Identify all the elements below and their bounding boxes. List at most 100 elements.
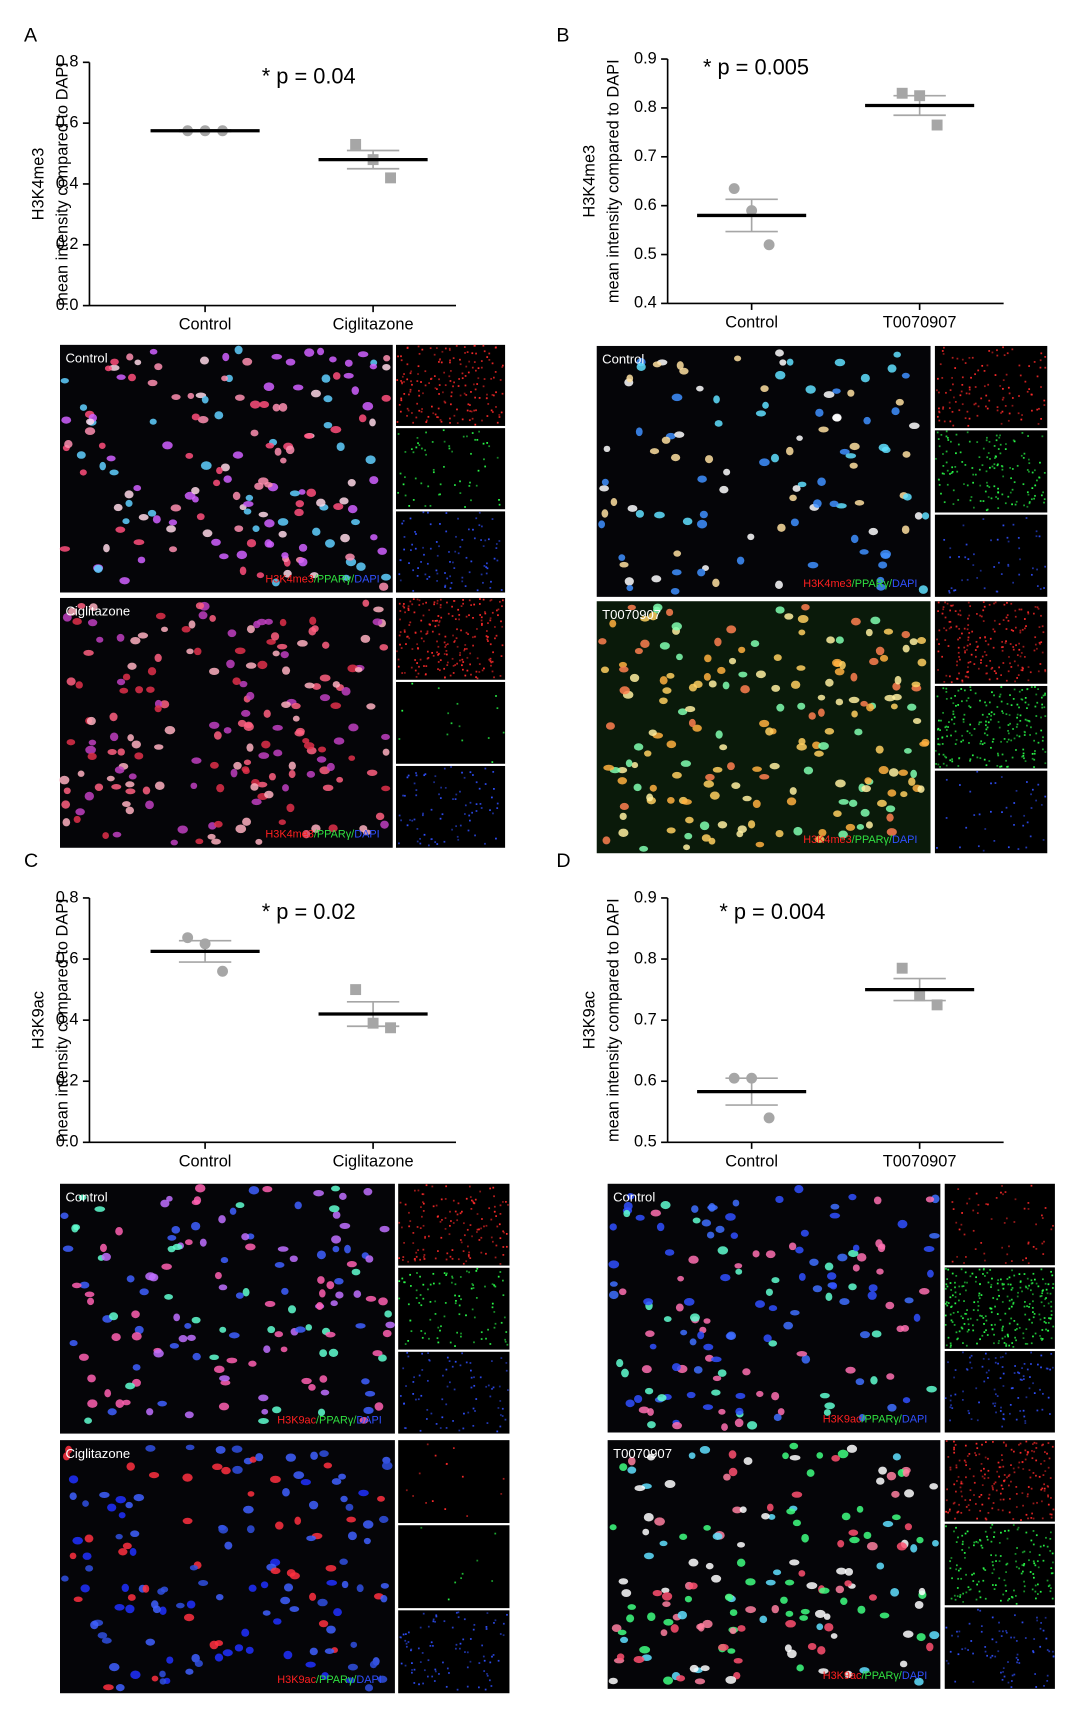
channel-dot	[993, 619, 996, 622]
channel-dot	[1006, 741, 1009, 743]
channel-dot	[404, 1343, 407, 1345]
channel-dot	[455, 1299, 457, 1302]
nucleus	[185, 1444, 195, 1451]
channel-dot	[412, 589, 415, 592]
nucleus	[649, 448, 660, 455]
channel-dot	[460, 1577, 462, 1580]
channel-dot	[947, 726, 950, 728]
channel-dot	[985, 720, 987, 723]
channel-dot	[420, 637, 423, 640]
nucleus	[835, 503, 847, 509]
nucleus	[708, 680, 717, 688]
channel-dot	[455, 637, 458, 640]
channel-dot	[424, 1237, 426, 1239]
channel-dot	[951, 1305, 953, 1308]
channel-dot	[417, 1189, 420, 1192]
channel-dot	[958, 1228, 961, 1231]
channel-dot	[491, 611, 494, 614]
channel-dot	[1002, 1667, 1005, 1670]
channel-dot	[954, 1369, 957, 1371]
channel-dot	[1017, 536, 1020, 539]
channel-dot	[398, 634, 401, 637]
channel-dot	[996, 1395, 999, 1397]
channel-dot	[397, 665, 400, 668]
nucleus	[191, 1199, 201, 1206]
channel-dot	[435, 569, 438, 572]
channel-dot	[456, 662, 459, 665]
channel-dot	[489, 809, 491, 812]
nucleus	[382, 748, 390, 756]
channel-dot	[436, 640, 438, 643]
panel-letter: A	[24, 24, 38, 46]
channel-dot	[401, 382, 403, 385]
channel-dot	[1001, 410, 1004, 413]
channel-dot	[472, 1200, 474, 1203]
channel-dot	[1020, 1572, 1023, 1575]
channel-dot	[969, 643, 972, 646]
channel-dot	[963, 1262, 965, 1264]
nucleus	[319, 694, 331, 702]
channel-dot	[980, 1242, 983, 1244]
channel-dot	[1037, 423, 1040, 425]
nucleus	[149, 348, 158, 355]
nucleus	[363, 1406, 374, 1414]
channel-dot	[989, 1526, 992, 1529]
channel-dot	[419, 1258, 422, 1261]
micrograph-label: Control	[602, 352, 644, 367]
channel-dot	[403, 548, 406, 551]
nucleus	[731, 782, 741, 790]
channel-dot	[962, 721, 965, 723]
channel-dot	[488, 658, 491, 661]
channel-dot	[1000, 1484, 1003, 1487]
channel-dot	[944, 616, 947, 619]
channel-dot	[976, 1318, 979, 1321]
channel-dot	[399, 631, 402, 633]
nucleus	[666, 672, 675, 679]
nucleus	[742, 1368, 751, 1376]
channel-dot	[1036, 408, 1039, 411]
channel-dot	[501, 392, 504, 395]
channel-dot	[1030, 793, 1032, 796]
channel-dot	[422, 602, 424, 605]
channel-dot	[470, 1376, 473, 1379]
channel-dot	[963, 689, 966, 692]
channel-dot	[959, 1594, 962, 1596]
nucleus	[333, 1608, 342, 1617]
channel-dot	[991, 1638, 994, 1641]
channel-dot	[468, 419, 471, 422]
channel-dot	[999, 693, 1002, 696]
channel-dot	[412, 499, 415, 501]
channel-dot	[945, 435, 948, 438]
channel-dot	[1032, 612, 1035, 615]
nucleus	[846, 1444, 858, 1453]
channel-dot	[957, 1635, 959, 1638]
channel-dot	[1013, 737, 1016, 740]
channel-dot	[490, 1218, 493, 1221]
channel-dot	[992, 628, 995, 631]
channel-dot	[1013, 1320, 1016, 1322]
channel-dot	[461, 580, 464, 583]
channel-dot	[967, 424, 970, 427]
channel-dot	[422, 546, 424, 549]
nucleus	[790, 518, 799, 527]
channel-dot	[998, 1542, 1001, 1544]
channel-dot	[961, 383, 964, 386]
channel-dot	[432, 1644, 434, 1647]
channel-dot	[1000, 1454, 1003, 1457]
channel-dot	[985, 1518, 988, 1521]
nucleus	[339, 1222, 351, 1229]
nucleus	[194, 1184, 206, 1193]
channel-dot	[492, 770, 495, 773]
channel-dot	[499, 600, 501, 603]
channel-dot	[448, 375, 451, 378]
nucleus	[835, 698, 844, 706]
channel-dot	[950, 604, 953, 607]
nucleus	[230, 768, 238, 778]
nucleus	[246, 1525, 255, 1534]
channel-dot	[468, 1271, 470, 1274]
channel-dot	[1040, 1488, 1043, 1491]
channel-panel	[934, 514, 1048, 597]
channel-dot	[964, 1271, 967, 1274]
nucleus	[222, 352, 230, 362]
channel-dot	[401, 709, 404, 712]
